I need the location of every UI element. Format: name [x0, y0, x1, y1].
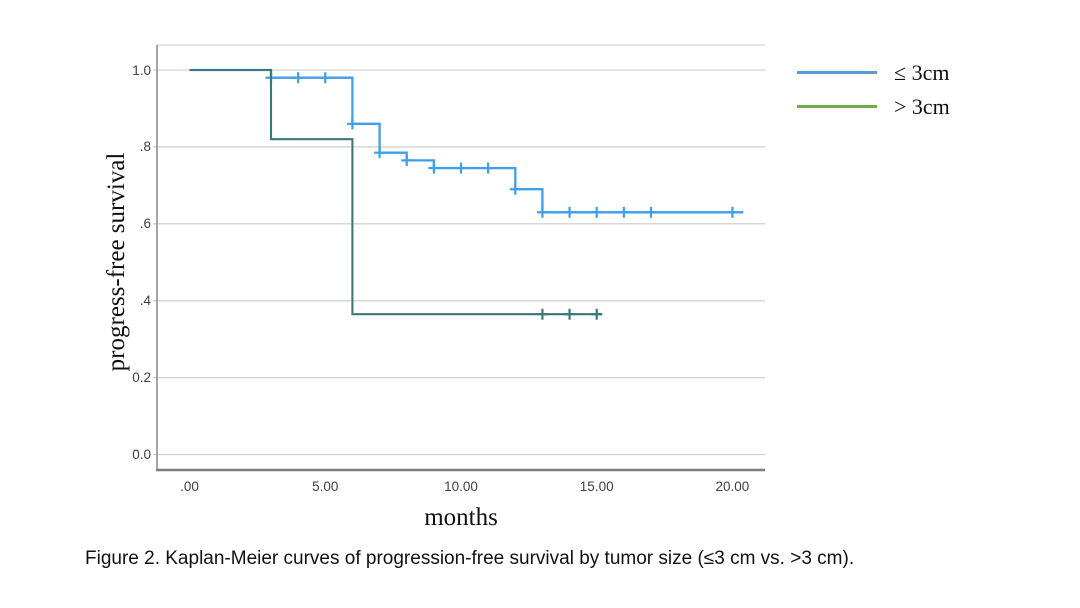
legend: ≤ 3cm > 3cm	[797, 60, 950, 119]
legend-label-le3cm: ≤ 3cm	[894, 59, 950, 85]
y-tick-label: .4	[139, 293, 151, 309]
x-tick-label: 20.00	[715, 479, 750, 494]
x-tick-label: 15.00	[579, 479, 614, 494]
y-tick-label: 0.2	[132, 370, 151, 386]
km-chart: progress-free survival months ≤ 3cm > 3c…	[103, 44, 950, 531]
legend-line-le3cm-icon	[797, 71, 877, 74]
survival-curve-le3cm	[189, 68, 744, 214]
legend-line-gt3cm-icon	[797, 105, 877, 108]
figure-caption: Figure 2. Kaplan-Meier curves of progres…	[85, 548, 855, 569]
survival-curve-gt3cm	[189, 68, 603, 316]
x-tick-label: 10.00	[444, 479, 478, 494]
y-tick-label: 1.0	[132, 62, 151, 78]
x-tick-label: 5.00	[312, 479, 339, 494]
x-axis-title: months	[424, 504, 498, 531]
y-axis-title: progress-free survival	[103, 152, 130, 372]
km-chart-canvas	[153, 44, 765, 472]
y-tick-label: .6	[139, 216, 151, 232]
y-tick-label: 0.0	[132, 447, 151, 463]
legend-item-le3cm: ≤ 3cm	[797, 60, 950, 85]
x-tick-label: .00	[180, 479, 199, 494]
legend-label-gt3cm: > 3cm	[894, 93, 950, 119]
legend-item-gt3cm: > 3cm	[797, 94, 950, 119]
y-tick-label: .8	[139, 139, 151, 155]
